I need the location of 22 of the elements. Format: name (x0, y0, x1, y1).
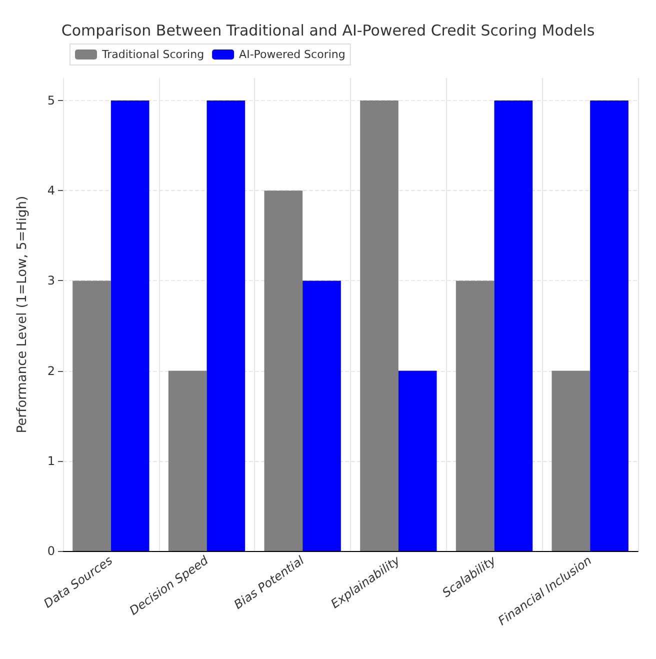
bar (552, 370, 590, 551)
bar (494, 100, 533, 551)
y-tick-label: 3 (47, 274, 55, 288)
y-axis-title: Performance Level (1=Low, 5=High) (15, 196, 30, 434)
bar (456, 280, 494, 551)
bar (72, 280, 111, 551)
bar (360, 100, 398, 551)
bar (302, 280, 341, 551)
bar (264, 190, 303, 551)
y-tick-label: 5 (47, 94, 55, 108)
y-tick-label: 0 (47, 544, 55, 558)
chart-title: Comparison Between Traditional and AI-Powered Credit Scoring Models (61, 22, 595, 40)
bar (590, 100, 628, 551)
y-tick-label: 1 (47, 454, 55, 468)
legend-label: Traditional Scoring (101, 48, 204, 61)
y-tick-label: 2 (47, 364, 55, 378)
y-tick-label: 4 (47, 184, 55, 198)
bar (398, 370, 437, 551)
bar (206, 100, 246, 551)
legend-label: AI-Powered Scoring (239, 48, 346, 61)
bar (168, 370, 207, 551)
bar (110, 100, 150, 551)
